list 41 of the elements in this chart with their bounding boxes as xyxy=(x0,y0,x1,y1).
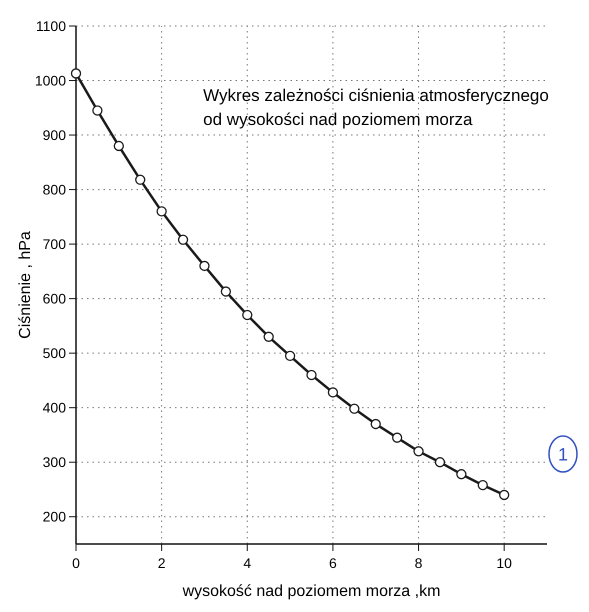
x-tick-label: 4 xyxy=(243,555,252,571)
point xyxy=(284,350,296,362)
point xyxy=(156,206,167,217)
y-tick-label: 1000 xyxy=(34,72,66,88)
x-tick-label: 10 xyxy=(496,555,512,571)
point xyxy=(349,404,360,414)
y-tick-label: 300 xyxy=(42,454,66,470)
y-tick-label: 800 xyxy=(42,181,66,198)
text: Wykres zależności ciśnienia atmosferycznego od wysokości nad poziomem morza xyxy=(203,86,549,129)
point xyxy=(370,418,381,430)
y-tick-label: 400 xyxy=(42,400,66,416)
point xyxy=(242,310,252,320)
x-tick-label: 2 xyxy=(158,555,166,571)
y-tick-label: 900 xyxy=(42,126,66,143)
point xyxy=(70,68,82,79)
y-tick-label: 200 xyxy=(42,508,66,525)
y-tick-label: 500 xyxy=(42,345,66,362)
point xyxy=(499,490,510,500)
x-tick-label: 0 xyxy=(72,555,80,571)
y-tick-label: 1100 xyxy=(36,18,66,34)
point xyxy=(199,260,210,272)
point xyxy=(306,370,317,380)
point xyxy=(135,174,146,185)
point xyxy=(434,457,446,468)
y-tick-label: 700 xyxy=(42,236,66,252)
point xyxy=(478,480,488,490)
point xyxy=(220,286,232,297)
point xyxy=(413,446,424,456)
text: 1 xyxy=(558,444,568,464)
point xyxy=(114,140,124,152)
x-tick-label: 6 xyxy=(329,555,338,571)
point xyxy=(392,432,402,443)
point xyxy=(92,105,103,116)
point xyxy=(456,469,467,480)
x-axis-title: wysokość nad poziomem morza ,km xyxy=(182,583,440,600)
x-tick-label: 8 xyxy=(414,555,423,571)
y-axis-title: Ciśnienie , hPa xyxy=(17,231,34,339)
y-tick-label: 600 xyxy=(42,290,66,307)
point xyxy=(264,332,274,342)
point xyxy=(328,387,338,398)
point xyxy=(178,234,188,245)
